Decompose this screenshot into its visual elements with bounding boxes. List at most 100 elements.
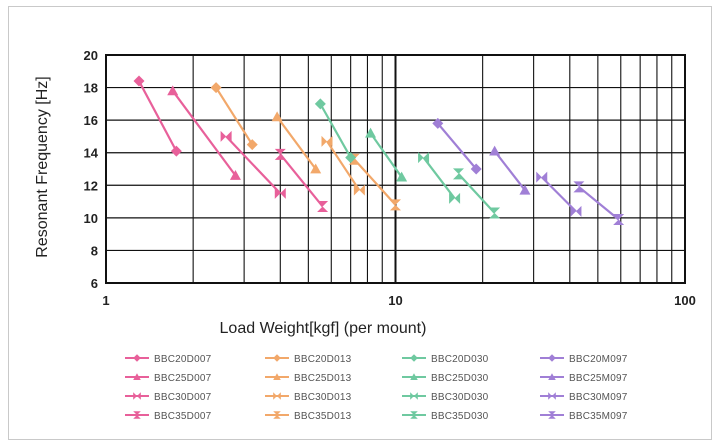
tick-labels: 6 8 10 12 14 16 18 20 1 10 100 bbox=[84, 48, 696, 308]
legend-item: BBC30D030 bbox=[402, 392, 488, 403]
legend-swatch-marker bbox=[548, 373, 556, 381]
legend-label: BBC20D013 bbox=[294, 354, 352, 365]
series-layer bbox=[133, 75, 625, 225]
legend-swatch-marker bbox=[548, 411, 556, 415]
data-point bbox=[454, 192, 461, 204]
grid bbox=[105, 54, 686, 284]
data-point bbox=[321, 135, 328, 147]
x-axis-label: Load Weight[kgf] (per mount) bbox=[220, 320, 427, 337]
data-point bbox=[570, 205, 576, 217]
series-line bbox=[436, 122, 478, 170]
series-line bbox=[353, 158, 397, 206]
series-BBC30D013 bbox=[321, 135, 365, 196]
legend-label: BBC35D013 bbox=[294, 411, 352, 422]
data-point bbox=[317, 206, 329, 212]
legend-swatch-marker bbox=[133, 411, 141, 415]
legend-swatch-marker bbox=[410, 411, 418, 415]
data-point bbox=[573, 181, 585, 187]
series-line bbox=[171, 90, 237, 177]
series-BBC35D030 bbox=[452, 168, 501, 219]
series-line bbox=[578, 186, 620, 221]
data-point bbox=[449, 192, 455, 204]
data-point bbox=[229, 170, 241, 180]
legend-label: BBC35D007 bbox=[154, 411, 212, 422]
legend-swatch-marker bbox=[137, 392, 141, 400]
legend-item: BBC20M097 bbox=[540, 354, 628, 365]
data-point bbox=[133, 75, 145, 87]
legend-item: BBC25M097 bbox=[540, 373, 628, 384]
legend-swatch-marker bbox=[273, 392, 277, 400]
legend-item: BBC25D030 bbox=[402, 373, 489, 384]
x-tick-label: 1 bbox=[102, 293, 109, 308]
legend-swatch-marker bbox=[548, 392, 552, 400]
legend-item: BBC25D007 bbox=[125, 373, 212, 384]
resonance-chart: 6 8 10 12 14 16 18 20 1 10 100 Load Weight[kgf] (p… bbox=[34, 48, 696, 422]
series-BBC25D013 bbox=[271, 111, 322, 174]
data-point bbox=[575, 205, 582, 217]
legend-item: BBC30M097 bbox=[540, 392, 628, 403]
legend-swatch-marker bbox=[277, 392, 281, 400]
legend-label: BBC25D007 bbox=[154, 373, 212, 384]
series-line bbox=[493, 150, 526, 191]
y-tick-label: 14 bbox=[84, 146, 99, 161]
y-tick-label: 10 bbox=[84, 211, 98, 226]
series-line bbox=[225, 135, 282, 195]
series-line bbox=[215, 86, 254, 146]
data-point bbox=[390, 199, 401, 205]
x-tick-label: 10 bbox=[388, 293, 402, 308]
series-line bbox=[279, 153, 324, 208]
data-point bbox=[246, 139, 258, 151]
series-BBC20M097 bbox=[432, 117, 482, 175]
data-point bbox=[470, 163, 482, 175]
legend-swatch-marker bbox=[548, 354, 556, 362]
legend-swatch-marker bbox=[548, 415, 556, 419]
legend-swatch-marker bbox=[410, 392, 414, 400]
series-BBC25M097 bbox=[489, 145, 531, 195]
data-point bbox=[536, 171, 542, 183]
legend-swatch-marker bbox=[410, 354, 418, 362]
legend-label: BBC30D013 bbox=[294, 392, 352, 403]
legend-swatch-marker bbox=[133, 373, 141, 381]
legend-item: BBC20D007 bbox=[125, 354, 211, 365]
series-BBC20D013 bbox=[210, 82, 258, 151]
series-line bbox=[457, 173, 496, 214]
data-point bbox=[359, 184, 365, 196]
data-point bbox=[365, 127, 377, 138]
legend-label: BBC30M097 bbox=[569, 392, 628, 403]
legend-label: BBC20D030 bbox=[431, 354, 489, 365]
data-point bbox=[489, 212, 501, 219]
legend-swatch-marker bbox=[552, 392, 556, 400]
data-point bbox=[317, 200, 329, 207]
data-point bbox=[541, 171, 548, 183]
series-BBC35M097 bbox=[573, 181, 625, 225]
data-point bbox=[390, 204, 401, 211]
data-point bbox=[220, 130, 227, 142]
data-point bbox=[613, 213, 625, 220]
legend-swatch-marker bbox=[273, 415, 281, 419]
data-point bbox=[210, 82, 222, 94]
legend-label: BBC20M097 bbox=[569, 354, 628, 365]
y-tick-label: 6 bbox=[91, 276, 98, 291]
legend-item: BBC30D007 bbox=[125, 392, 211, 403]
data-point bbox=[396, 171, 408, 182]
series-line bbox=[326, 140, 361, 191]
y-axis-label: Resonant Frequency [Hz] bbox=[34, 76, 51, 257]
data-point bbox=[519, 184, 531, 195]
series-line bbox=[319, 103, 352, 159]
data-point bbox=[274, 148, 286, 155]
data-point bbox=[274, 154, 286, 160]
legend-label: BBC25D030 bbox=[431, 373, 489, 384]
x-tick-label: 100 bbox=[674, 293, 696, 308]
legend-label: BBC25D013 bbox=[294, 373, 352, 384]
legend-swatch-marker bbox=[410, 415, 418, 419]
series-line bbox=[422, 156, 456, 199]
series-line bbox=[276, 116, 317, 170]
series-BBC25D030 bbox=[365, 127, 408, 182]
series-line bbox=[540, 176, 577, 213]
y-tick-label: 18 bbox=[84, 81, 98, 96]
series-BBC30D007 bbox=[220, 130, 286, 199]
legend-swatch-marker bbox=[133, 415, 141, 419]
data-point bbox=[573, 186, 585, 193]
y-tick-label: 20 bbox=[84, 48, 98, 63]
series-line bbox=[138, 80, 178, 152]
